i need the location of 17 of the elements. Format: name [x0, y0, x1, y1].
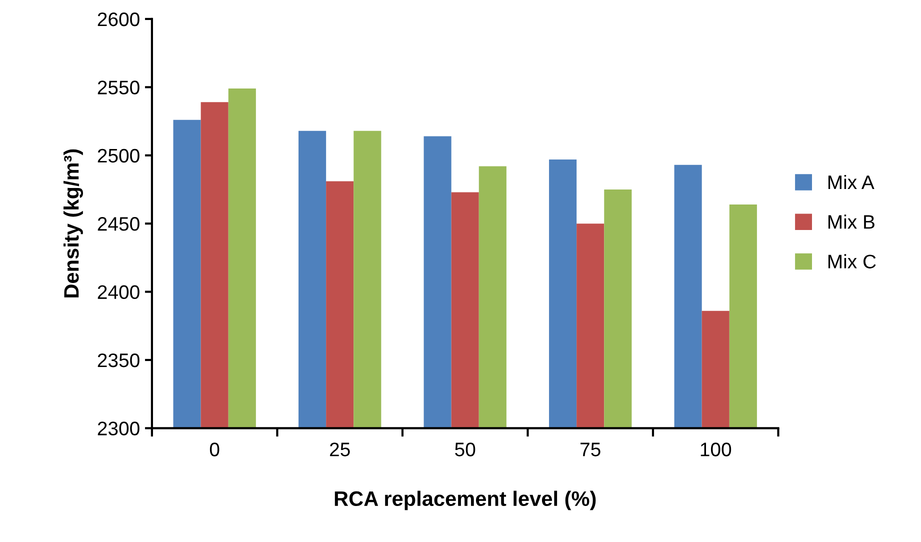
y-tick-label: 2600: [98, 12, 140, 26]
y-tick-label: 2550: [98, 80, 140, 94]
y-tick-label: 2350: [98, 353, 140, 368]
legend-label: Mix C: [828, 254, 876, 268]
x-tick-label: 25: [330, 442, 350, 456]
x-tick-label: 0: [210, 442, 220, 456]
x-axis-title: RCA replacement level (%): [334, 490, 596, 510]
x-tick-label: 100: [700, 442, 732, 456]
y-tick-label: 2500: [98, 148, 140, 163]
y-tick-label: 2400: [98, 285, 140, 300]
y-tick-label: 2300: [98, 422, 140, 436]
legend-label: Mix A: [828, 174, 874, 190]
y-axis-title: Density (kg/m³): [64, 149, 84, 298]
y-tick-label: 2450: [98, 217, 140, 231]
legend-label: Mix B: [828, 214, 874, 229]
x-tick-label: 75: [580, 442, 600, 456]
x-tick-label: 50: [455, 442, 476, 456]
